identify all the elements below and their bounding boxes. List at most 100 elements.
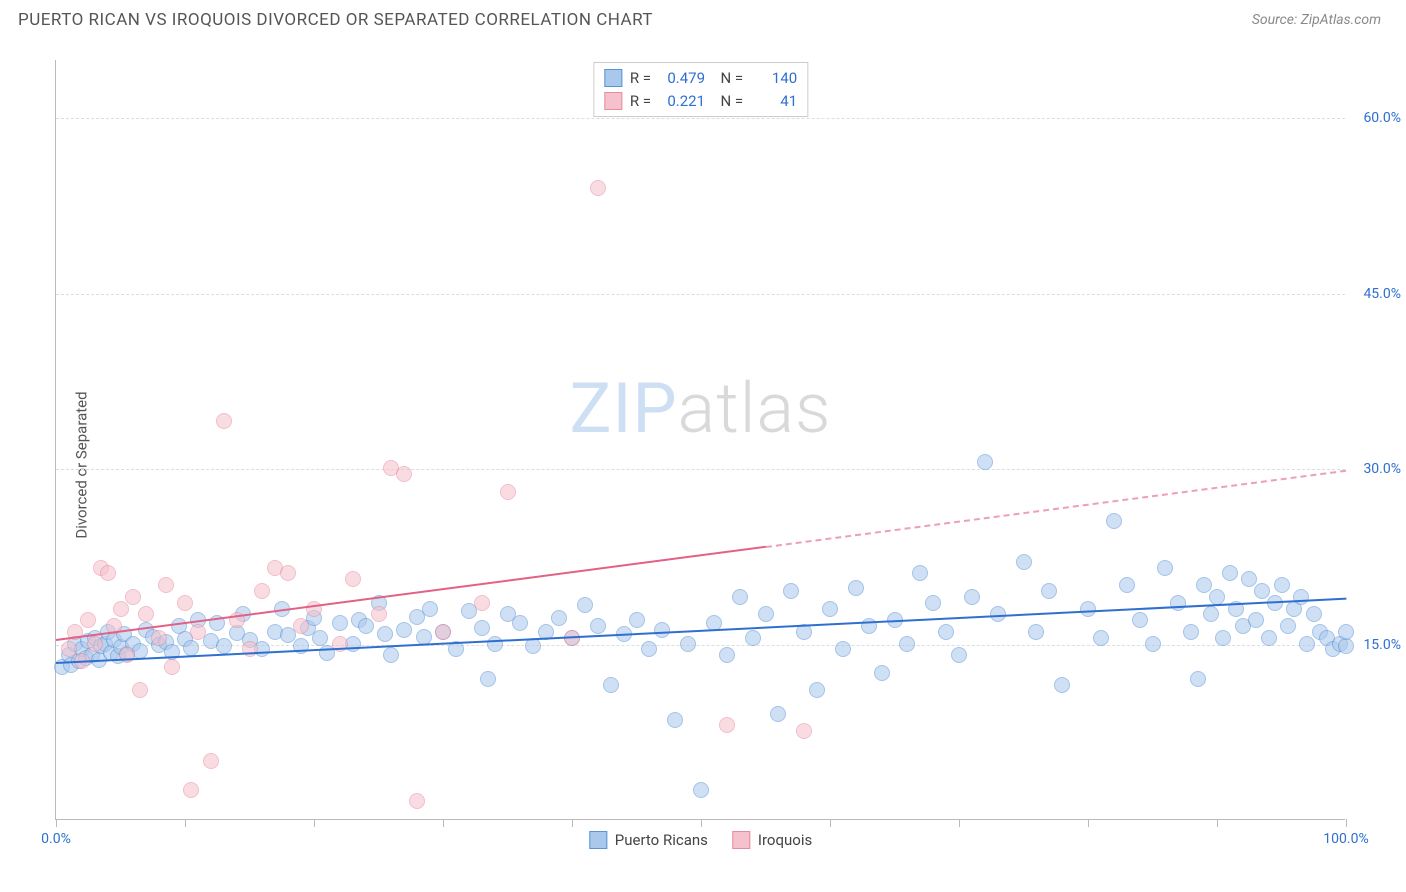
data-point — [1119, 577, 1135, 593]
data-point — [809, 682, 825, 698]
data-point — [1293, 589, 1309, 605]
data-point — [693, 782, 709, 798]
x-tick — [572, 819, 573, 827]
data-point — [383, 647, 399, 663]
data-point — [835, 641, 851, 657]
data-point — [183, 640, 199, 656]
data-point — [951, 647, 967, 663]
data-point — [1280, 618, 1296, 634]
data-point — [87, 636, 103, 652]
data-point — [667, 712, 683, 728]
data-point — [474, 595, 490, 611]
data-point — [358, 618, 374, 634]
data-point — [770, 706, 786, 722]
swatch-series-1 — [604, 69, 622, 87]
data-point — [416, 629, 432, 645]
data-point — [1016, 554, 1032, 570]
data-point — [512, 615, 528, 631]
data-point — [654, 622, 670, 638]
data-point — [1261, 630, 1277, 646]
data-point — [577, 597, 593, 613]
data-point — [912, 565, 928, 581]
data-point — [1028, 624, 1044, 640]
data-point — [1145, 636, 1161, 652]
y-tick-label: 45.0% — [1351, 286, 1401, 302]
data-point — [190, 624, 206, 640]
data-point — [1054, 677, 1070, 693]
x-tick-label-left: 0.0% — [41, 831, 71, 847]
legend-swatch-1 — [589, 831, 607, 849]
data-point — [641, 641, 657, 657]
data-point — [61, 641, 77, 657]
data-point — [1093, 630, 1109, 646]
stats-row-2: R =0.221 N =41 — [604, 90, 797, 113]
data-point — [500, 484, 516, 500]
data-point — [242, 641, 258, 657]
data-point — [306, 601, 322, 617]
data-point — [745, 630, 761, 646]
data-point — [119, 647, 135, 663]
data-point — [680, 636, 696, 652]
data-point — [1338, 638, 1354, 654]
data-point — [332, 615, 348, 631]
x-tick — [1217, 819, 1218, 827]
data-point — [590, 618, 606, 634]
data-point — [1203, 606, 1219, 622]
data-point — [796, 723, 812, 739]
data-point — [758, 606, 774, 622]
data-point — [719, 647, 735, 663]
data-point — [138, 606, 154, 622]
watermark: ZIPatlas — [570, 368, 832, 450]
data-point — [1306, 606, 1322, 622]
swatch-series-2 — [604, 92, 622, 110]
data-point — [1274, 577, 1290, 593]
data-point — [371, 606, 387, 622]
data-point — [732, 589, 748, 605]
data-point — [822, 601, 838, 617]
data-point — [1241, 571, 1257, 587]
plot-area: ZIPatlas R =0.479 N =140 R =0.221 N =41 … — [55, 60, 1345, 820]
data-point — [216, 413, 232, 429]
data-point — [925, 595, 941, 611]
data-point — [719, 717, 735, 733]
data-point — [480, 671, 496, 687]
data-point — [113, 601, 129, 617]
data-point — [899, 636, 915, 652]
data-point — [1106, 513, 1122, 529]
x-tick — [1088, 819, 1089, 827]
data-point — [396, 466, 412, 482]
data-point — [1209, 589, 1225, 605]
x-tick — [959, 819, 960, 827]
data-point — [422, 601, 438, 617]
gridline — [56, 294, 1345, 295]
x-axis-legend: Puerto Ricans Iroquois — [589, 831, 812, 849]
x-tick — [314, 819, 315, 827]
data-point — [409, 793, 425, 809]
data-point — [964, 589, 980, 605]
x-tick — [56, 819, 57, 827]
data-point — [603, 677, 619, 693]
data-point — [80, 612, 96, 628]
data-point — [280, 565, 296, 581]
data-point — [216, 638, 232, 654]
data-point — [132, 682, 148, 698]
data-point — [183, 782, 199, 798]
data-point — [783, 583, 799, 599]
data-point — [1041, 583, 1057, 599]
legend-label-2: Iroquois — [758, 831, 812, 849]
y-tick-label: 60.0% — [1351, 110, 1401, 126]
data-point — [100, 565, 116, 581]
data-point — [590, 180, 606, 196]
chart-container: Divorced or Separated ZIPatlas R =0.479 … — [0, 40, 1406, 890]
x-tick — [185, 819, 186, 827]
data-point — [1299, 636, 1315, 652]
data-point — [151, 630, 167, 646]
data-point — [293, 618, 309, 634]
data-point — [938, 624, 954, 640]
y-tick-label: 30.0% — [1351, 461, 1401, 477]
stats-box: R =0.479 N =140 R =0.221 N =41 — [593, 62, 808, 117]
data-point — [1215, 630, 1231, 646]
data-point — [474, 620, 490, 636]
data-point — [164, 659, 180, 675]
data-point — [1248, 612, 1264, 628]
